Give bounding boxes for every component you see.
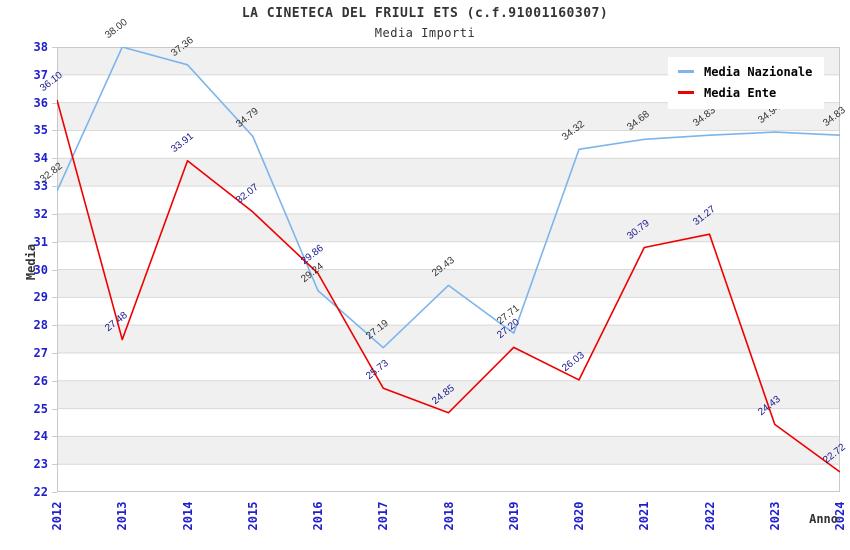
y-tick-label: 36: [33, 95, 48, 110]
chart-title: LA CINETECA DEL FRIULI ETS (c.f.91001160…: [241, 6, 609, 21]
y-tick-mark: [52, 464, 57, 466]
y-tick-mark: [52, 47, 57, 48]
x-axis-title: Anno: [809, 512, 838, 526]
legend-label: Media Nazionale: [704, 64, 813, 79]
y-tick-label: 29: [33, 290, 48, 305]
legend: Media Nazionale Media Ente: [668, 57, 825, 109]
plot-band: [57, 269, 840, 298]
y-tick-mark: [52, 241, 57, 243]
x-tick-label: 2021: [637, 501, 652, 531]
y-tick-mark: [52, 269, 57, 271]
x-tick-label: 2014: [180, 501, 195, 531]
y-tick-mark: [52, 213, 57, 215]
plot-band: [57, 325, 840, 353]
y-tick-mark: [52, 130, 57, 132]
x-tick-label: 2022: [702, 501, 717, 531]
chart-subtitle: Media Importi: [374, 26, 476, 40]
y-tick-mark: [52, 186, 57, 188]
y-tick-mark: [52, 325, 57, 327]
y-tick-label: 28: [33, 318, 48, 333]
legend-line-icon: [678, 70, 694, 73]
y-tick-label: 34: [33, 151, 48, 166]
plot-band: [57, 464, 840, 492]
y-tick-label: 33: [33, 179, 48, 194]
y-tick-label: 35: [33, 123, 48, 138]
y-tick-mark: [52, 102, 57, 104]
plot-band: [57, 436, 840, 465]
y-tick-label: 22: [33, 485, 48, 499]
x-tick-label: 2023: [767, 501, 782, 531]
legend-item[interactable]: Media Ente: [678, 82, 812, 103]
y-axis-title: Media: [24, 243, 38, 281]
series-line-media-nazionale: [57, 47, 840, 349]
y-tick-label: 37: [33, 67, 48, 82]
x-tick-label: 2019: [506, 501, 521, 531]
y-tick-mark: [52, 436, 57, 438]
legend-line-icon: [678, 91, 694, 94]
legend-label: Media Ente: [704, 85, 777, 100]
y-tick-label: 38: [33, 40, 48, 54]
y-tick-mark: [52, 74, 57, 76]
y-tick-label: 24: [33, 429, 48, 444]
series-line-media-ente: [57, 99, 840, 473]
y-tick-label: 25: [33, 401, 48, 416]
y-tick-label: 30: [33, 262, 48, 277]
plot-band: [57, 186, 840, 214]
plot-band: [57, 297, 840, 326]
x-tick-label: 2016: [311, 501, 325, 531]
y-tick-mark: [52, 380, 57, 382]
x-tick-label: 2018: [441, 501, 456, 531]
y-tick-mark: [52, 158, 57, 160]
plot-band: [57, 380, 840, 409]
x-tick-label: 2012: [50, 501, 64, 531]
legend-item[interactable]: Media Nazionale: [678, 61, 812, 82]
y-tick-label: 32: [33, 206, 48, 221]
y-tick-label: 31: [33, 234, 48, 249]
plot-band: [57, 213, 840, 242]
plot-band: [57, 352, 840, 381]
x-tick-label: 2017: [376, 501, 391, 531]
y-tick-label: 23: [33, 457, 48, 472]
y-tick-label: 26: [33, 373, 48, 388]
y-tick-mark: [52, 492, 57, 493]
plot-band: [57, 241, 840, 270]
x-tick-label: 2013: [115, 501, 130, 531]
x-tick-label: 2015: [245, 501, 260, 531]
y-tick-mark: [52, 352, 57, 354]
x-tick-label: 2020: [572, 501, 586, 531]
y-tick-mark: [52, 297, 57, 299]
y-tick-label: 27: [33, 345, 48, 360]
plot-band: [57, 158, 840, 187]
y-tick-mark: [52, 408, 57, 410]
plot-border: [57, 47, 840, 492]
